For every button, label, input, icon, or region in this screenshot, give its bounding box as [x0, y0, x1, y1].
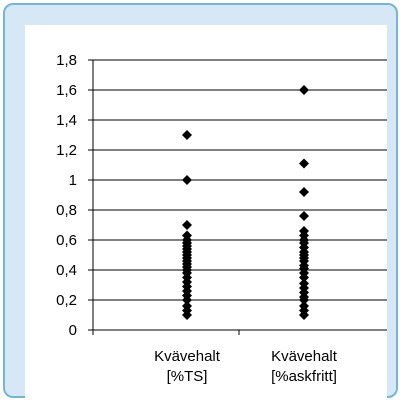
scatter-chart: 0 0,2 0,4 0,6 0,8 1 1,2 1,4 1,6 1,8 Kvävehalt [%TS]…	[56, 52, 387, 385]
y-tick-label: 1,6	[56, 82, 77, 99]
data-point	[299, 226, 309, 236]
data-point	[299, 278, 309, 289]
data-point	[182, 130, 192, 140]
y-tick-label: 1,8	[56, 52, 77, 69]
data-point	[299, 158, 309, 169]
data-point	[182, 301, 192, 311]
y-tick-label: 0	[69, 322, 77, 339]
x-category-label: [%TS]	[167, 368, 208, 385]
y-tick-label: 1,4	[56, 112, 77, 129]
x-category-label: Kvävehalt	[271, 348, 338, 365]
y-tick-label: 0,2	[56, 292, 77, 309]
data-point	[299, 211, 309, 221]
y-tick-label: 1,2	[56, 142, 77, 159]
y-tick-label: 0,8	[56, 202, 77, 219]
figure-frame: 0 0,2 0,4 0,6 0,8 1 1,2 1,4 1,6 1,8 Kvävehalt [%TS]…	[3, 3, 398, 403]
data-point	[299, 85, 309, 95]
y-tick-label: 1	[69, 172, 77, 189]
data-point	[182, 230, 192, 241]
plot-area: 0 0,2 0,4 0,6 0,8 1 1,2 1,4 1,6 1,8 Kvävehalt [%TS]…	[25, 25, 387, 403]
x-category-label: Kvävehalt	[154, 348, 221, 365]
y-tick-label: 0,4	[56, 262, 77, 279]
data-point	[182, 220, 192, 230]
y-tick-label: 0,6	[56, 232, 77, 249]
data-point	[182, 175, 192, 185]
data-point	[299, 301, 309, 311]
x-category-label: [%askfritt]	[271, 368, 337, 385]
data-point	[299, 187, 309, 197]
